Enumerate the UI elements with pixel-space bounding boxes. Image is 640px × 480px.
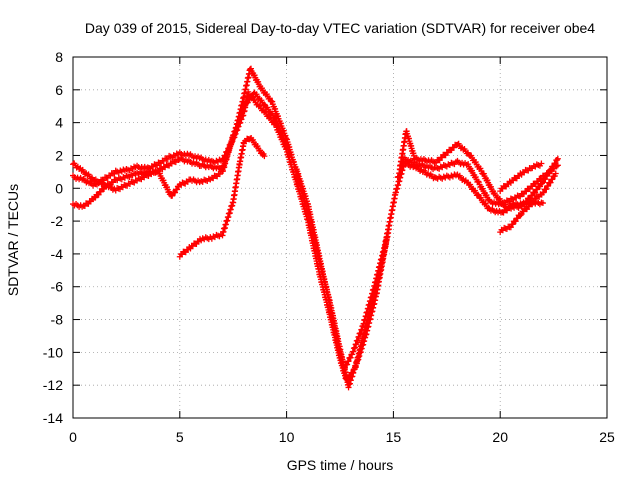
data-point (419, 168, 426, 175)
data-point (540, 189, 547, 196)
x-tick-label: 20 (492, 429, 508, 445)
data-point (344, 361, 351, 368)
y-tick-label: 0 (55, 180, 63, 196)
axis-ticks: 0 5 10 15 20 25 -14 -12 -10 -8 -6 -4 -2 0 2 4 6 8 (43, 49, 615, 445)
data-point (261, 101, 268, 108)
data-point (549, 176, 556, 183)
data-point (538, 180, 545, 187)
plot-frame (72, 56, 608, 419)
data-point (539, 179, 546, 186)
y-tick-label: 6 (55, 82, 63, 98)
y-tick-label: -6 (51, 279, 64, 295)
y-tick-label: -4 (51, 246, 64, 262)
data-point (542, 176, 549, 183)
x-axis-label: GPS time / hours (287, 457, 394, 473)
series-track-4 (176, 135, 546, 260)
data-point (261, 153, 268, 160)
data-point (546, 169, 553, 176)
data-marks (70, 65, 561, 391)
x-tick-label: 5 (176, 429, 184, 445)
data-point (554, 157, 561, 164)
y-tick-label: -14 (43, 410, 63, 426)
plot-border (72, 56, 608, 419)
y-tick-label: -8 (51, 312, 64, 328)
series-track-3 (70, 89, 559, 372)
data-point (552, 170, 559, 177)
data-point (345, 358, 352, 365)
data-point (169, 192, 176, 199)
data-point (341, 365, 348, 372)
data-point (517, 212, 524, 219)
data-point (554, 155, 561, 162)
data-point (544, 172, 551, 179)
data-point (543, 186, 550, 193)
data-point (547, 179, 554, 186)
y-tick-label: -2 (51, 213, 64, 229)
data-point (475, 178, 482, 185)
data-point (413, 165, 420, 172)
y-axis-label: SDTVAR / TECUs (5, 184, 21, 296)
grid-lines (73, 57, 607, 418)
data-point (347, 354, 354, 361)
y-tick-label: -10 (43, 344, 63, 360)
data-point (474, 191, 481, 198)
data-point (539, 200, 546, 207)
data-point (550, 163, 557, 170)
x-tick-label: 10 (279, 429, 295, 445)
data-point (545, 182, 552, 189)
data-point (548, 166, 555, 173)
y-tick-label: 4 (55, 115, 63, 131)
data-point (173, 186, 180, 193)
data-point (172, 189, 179, 196)
x-tick-label: 15 (386, 429, 402, 445)
data-point (552, 160, 559, 167)
data-point (538, 160, 545, 167)
y-tick-label: -12 (43, 377, 63, 393)
y-tick-label: 8 (55, 49, 63, 65)
chart-title: Day 039 of 2015, Sidereal Day-to-day VTE… (85, 20, 595, 36)
y-tick-label: 2 (55, 147, 63, 163)
x-tick-label: 0 (69, 429, 77, 445)
data-point (426, 172, 433, 179)
x-tick-label: 25 (599, 429, 615, 445)
data-point (271, 114, 278, 121)
